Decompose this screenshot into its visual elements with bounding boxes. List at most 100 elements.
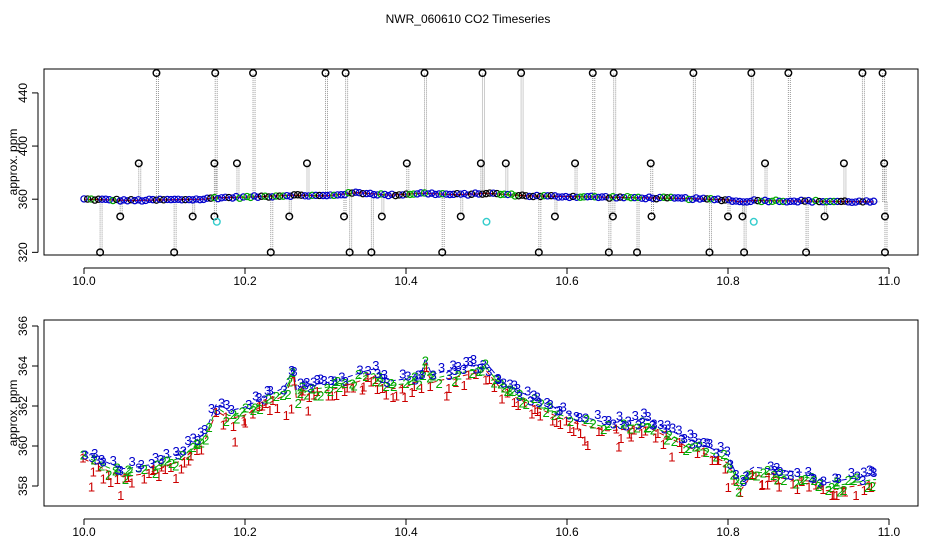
series-3-marker: 3 [201, 422, 208, 437]
baseline-point [413, 190, 421, 198]
series-1-marker: 1 [125, 470, 132, 485]
baseline-point [761, 196, 769, 205]
series-3-marker: 3 [331, 374, 338, 389]
series-1-marker: 1 [241, 415, 248, 430]
x-tick-label: 10.6 [555, 525, 579, 539]
series-2-marker: 2 [509, 384, 516, 399]
baseline-point [102, 195, 110, 203]
baseline-point [228, 194, 237, 202]
series-3-marker: 3 [288, 363, 295, 378]
spike-mid-high-point [646, 159, 655, 168]
bottom-y-axis: 358 360 362 364 366 [16, 316, 39, 496]
series-1-marker: 1 [256, 399, 263, 414]
baseline-point [319, 191, 327, 200]
baseline-point [163, 195, 172, 204]
baseline-point [341, 190, 349, 199]
series-2-marker: 2 [840, 483, 847, 498]
baseline-point [525, 192, 534, 201]
series-1-marker: 1 [150, 462, 157, 477]
baseline-point [699, 194, 708, 202]
series-1-marker: 1 [305, 390, 312, 405]
series-3-marker: 3 [810, 471, 817, 486]
baseline-point [449, 190, 458, 199]
series-1-marker: 1 [839, 483, 846, 498]
baseline-point [493, 189, 501, 198]
series-3-marker: 3 [616, 408, 623, 423]
series-2-marker: 2 [242, 400, 249, 415]
series-1-marker: 1 [193, 443, 200, 458]
baseline-point [757, 197, 766, 206]
baseline-point [159, 196, 168, 204]
series-3-marker: 3 [415, 368, 422, 383]
baseline-point [786, 197, 795, 206]
series-2-marker: 2 [475, 364, 482, 379]
baseline-point [659, 193, 668, 201]
series-1-marker: 1 [88, 479, 95, 494]
baseline-point [409, 190, 418, 198]
spike-mid-low-point [608, 212, 617, 221]
series-2-marker: 2 [223, 414, 230, 429]
series-2-marker: 2 [422, 354, 429, 369]
series-3-marker: 3 [180, 443, 187, 458]
series-3-marker: 3 [695, 435, 702, 450]
series-1-marker: 1 [145, 466, 152, 481]
series-1-marker: 1 [259, 399, 266, 414]
series-1-marker: 1 [714, 453, 721, 468]
spike-high-point [747, 68, 756, 77]
series-2-marker: 2 [331, 376, 338, 391]
series-3-marker: 3 [91, 446, 98, 461]
series-2-marker: 2 [864, 480, 871, 495]
series-1-marker: 1 [577, 426, 584, 441]
baseline-point [359, 189, 367, 198]
series-3-marker: 3 [280, 383, 287, 398]
spike-mid-high-point [571, 159, 580, 168]
series-2-marker: 2 [650, 422, 657, 437]
baseline-point [670, 194, 679, 202]
baseline-point [391, 191, 400, 200]
baseline-point [188, 196, 197, 204]
series-2-marker: 2 [388, 376, 395, 391]
series-1-marker: 1 [107, 475, 114, 490]
series-3-marker: 3 [94, 453, 101, 468]
series-1-marker: 1 [581, 434, 588, 449]
series-1-marker: 1 [482, 373, 489, 388]
baseline-point [562, 192, 570, 201]
baseline-point [504, 190, 512, 199]
series-3-marker: 3 [379, 371, 386, 386]
series-2-marker: 2 [478, 364, 485, 379]
baseline-point [380, 190, 389, 199]
baseline-point [464, 191, 472, 199]
series-2-marker: 2 [250, 403, 257, 418]
series-2-marker: 2 [289, 365, 296, 380]
baseline-point [543, 192, 552, 200]
series-1-marker: 1 [181, 456, 188, 471]
series-1-marker: 1 [841, 485, 848, 500]
series-1-marker: 1 [861, 483, 868, 498]
series-2-marker: 2 [309, 382, 316, 397]
series-1-marker: 1 [313, 384, 320, 399]
series-3-marker: 3 [817, 476, 824, 491]
series-3-marker: 3 [255, 390, 262, 405]
series-3-marker: 3 [514, 381, 521, 396]
series-1-marker: 1 [161, 462, 168, 477]
series-2-marker: 2 [663, 432, 670, 447]
series-2-marker: 2 [233, 412, 240, 427]
series-3-marker: 3 [356, 362, 363, 377]
series-3-marker: 3 [245, 397, 252, 412]
baseline-point [199, 195, 208, 204]
series-2-marker: 2 [518, 395, 525, 410]
series-2-marker: 2 [230, 407, 237, 422]
series-3-marker: 3 [835, 471, 842, 486]
series-2-marker: 2 [313, 388, 320, 403]
series-3-marker: 3 [438, 360, 445, 375]
series-3-marker: 3 [451, 363, 458, 378]
series-2-marker: 2 [324, 381, 331, 396]
series-2-marker: 2 [193, 437, 200, 452]
baseline-point [283, 191, 291, 200]
series-2-marker: 2 [455, 368, 462, 383]
series-1-marker: 1 [721, 461, 728, 476]
top-plot-frame [43, 68, 919, 256]
baseline-point [486, 189, 494, 197]
series-2-marker: 2 [589, 417, 596, 432]
series-2-marker: 2 [451, 374, 458, 389]
